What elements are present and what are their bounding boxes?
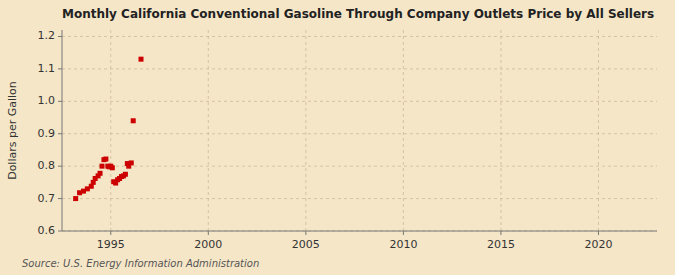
grid xyxy=(62,30,657,231)
point xyxy=(99,164,104,169)
x-tick-label: 2020 xyxy=(584,238,612,251)
x-tick xyxy=(500,231,501,235)
x-tick xyxy=(598,231,599,235)
x-tick-label: 2000 xyxy=(194,238,222,251)
y-axis-line xyxy=(62,30,63,231)
y-tick xyxy=(58,36,62,37)
y-tick xyxy=(58,198,62,199)
point xyxy=(129,160,134,165)
point xyxy=(98,171,103,176)
point xyxy=(103,157,108,162)
y-tick xyxy=(58,133,62,134)
x-tick-label: 2010 xyxy=(389,238,417,251)
background xyxy=(0,0,675,275)
y-tick-label: 0.7 xyxy=(38,192,56,205)
y-tick-label: 0.9 xyxy=(38,127,56,140)
x-grid-line xyxy=(208,30,209,231)
x-tick xyxy=(110,231,111,235)
x-grid-line xyxy=(403,30,404,231)
y-tick xyxy=(58,68,62,69)
point xyxy=(123,172,128,177)
x-grid-line xyxy=(305,30,306,231)
x-tick xyxy=(305,231,306,235)
y-tick xyxy=(58,166,62,167)
y-grid-line xyxy=(62,133,657,134)
title: Monthly California Conventional Gasoline… xyxy=(62,7,654,21)
y-grid-line xyxy=(62,198,657,199)
point xyxy=(139,57,144,62)
axes: 0.6 0.7 0.8 0.9 1.0 1.1 1.2 1995 2000 2005 2010 201… xyxy=(38,29,658,251)
x-tick-label: 2015 xyxy=(487,238,515,251)
point xyxy=(110,165,115,170)
y-tick xyxy=(58,101,62,102)
x-tick xyxy=(403,231,404,235)
source-note: Source: U.S. Energy Information Administ… xyxy=(22,258,259,269)
y-grid-line xyxy=(62,68,657,69)
y-axis-label: Dollars per Gallon xyxy=(6,81,19,180)
x-grid-line xyxy=(110,30,111,231)
y-tick-label: 0.8 xyxy=(38,159,56,172)
x-axis-line xyxy=(62,231,657,232)
y-tick xyxy=(58,231,62,232)
points xyxy=(73,57,143,201)
y-grid-line xyxy=(62,101,657,102)
x-tick-label: 2005 xyxy=(292,238,320,251)
x-tick-label: 1995 xyxy=(97,238,125,251)
y-grid-line xyxy=(62,231,657,232)
y-grid-line xyxy=(62,36,657,37)
y-tick-label: 0.6 xyxy=(38,224,56,237)
x-grid-line xyxy=(598,30,599,231)
x-grid-line xyxy=(500,30,501,231)
point xyxy=(131,118,136,123)
y-tick-label: 1.2 xyxy=(38,29,56,42)
chart: 0.6 0.7 0.8 0.9 1.0 1.1 1.2 1995 2000 2005 2010 201… xyxy=(0,0,675,275)
point xyxy=(73,196,78,201)
x-tick xyxy=(208,231,209,235)
y-tick-label: 1.1 xyxy=(38,62,56,75)
y-grid-line xyxy=(62,166,657,167)
y-tick-label: 1.0 xyxy=(38,94,56,107)
